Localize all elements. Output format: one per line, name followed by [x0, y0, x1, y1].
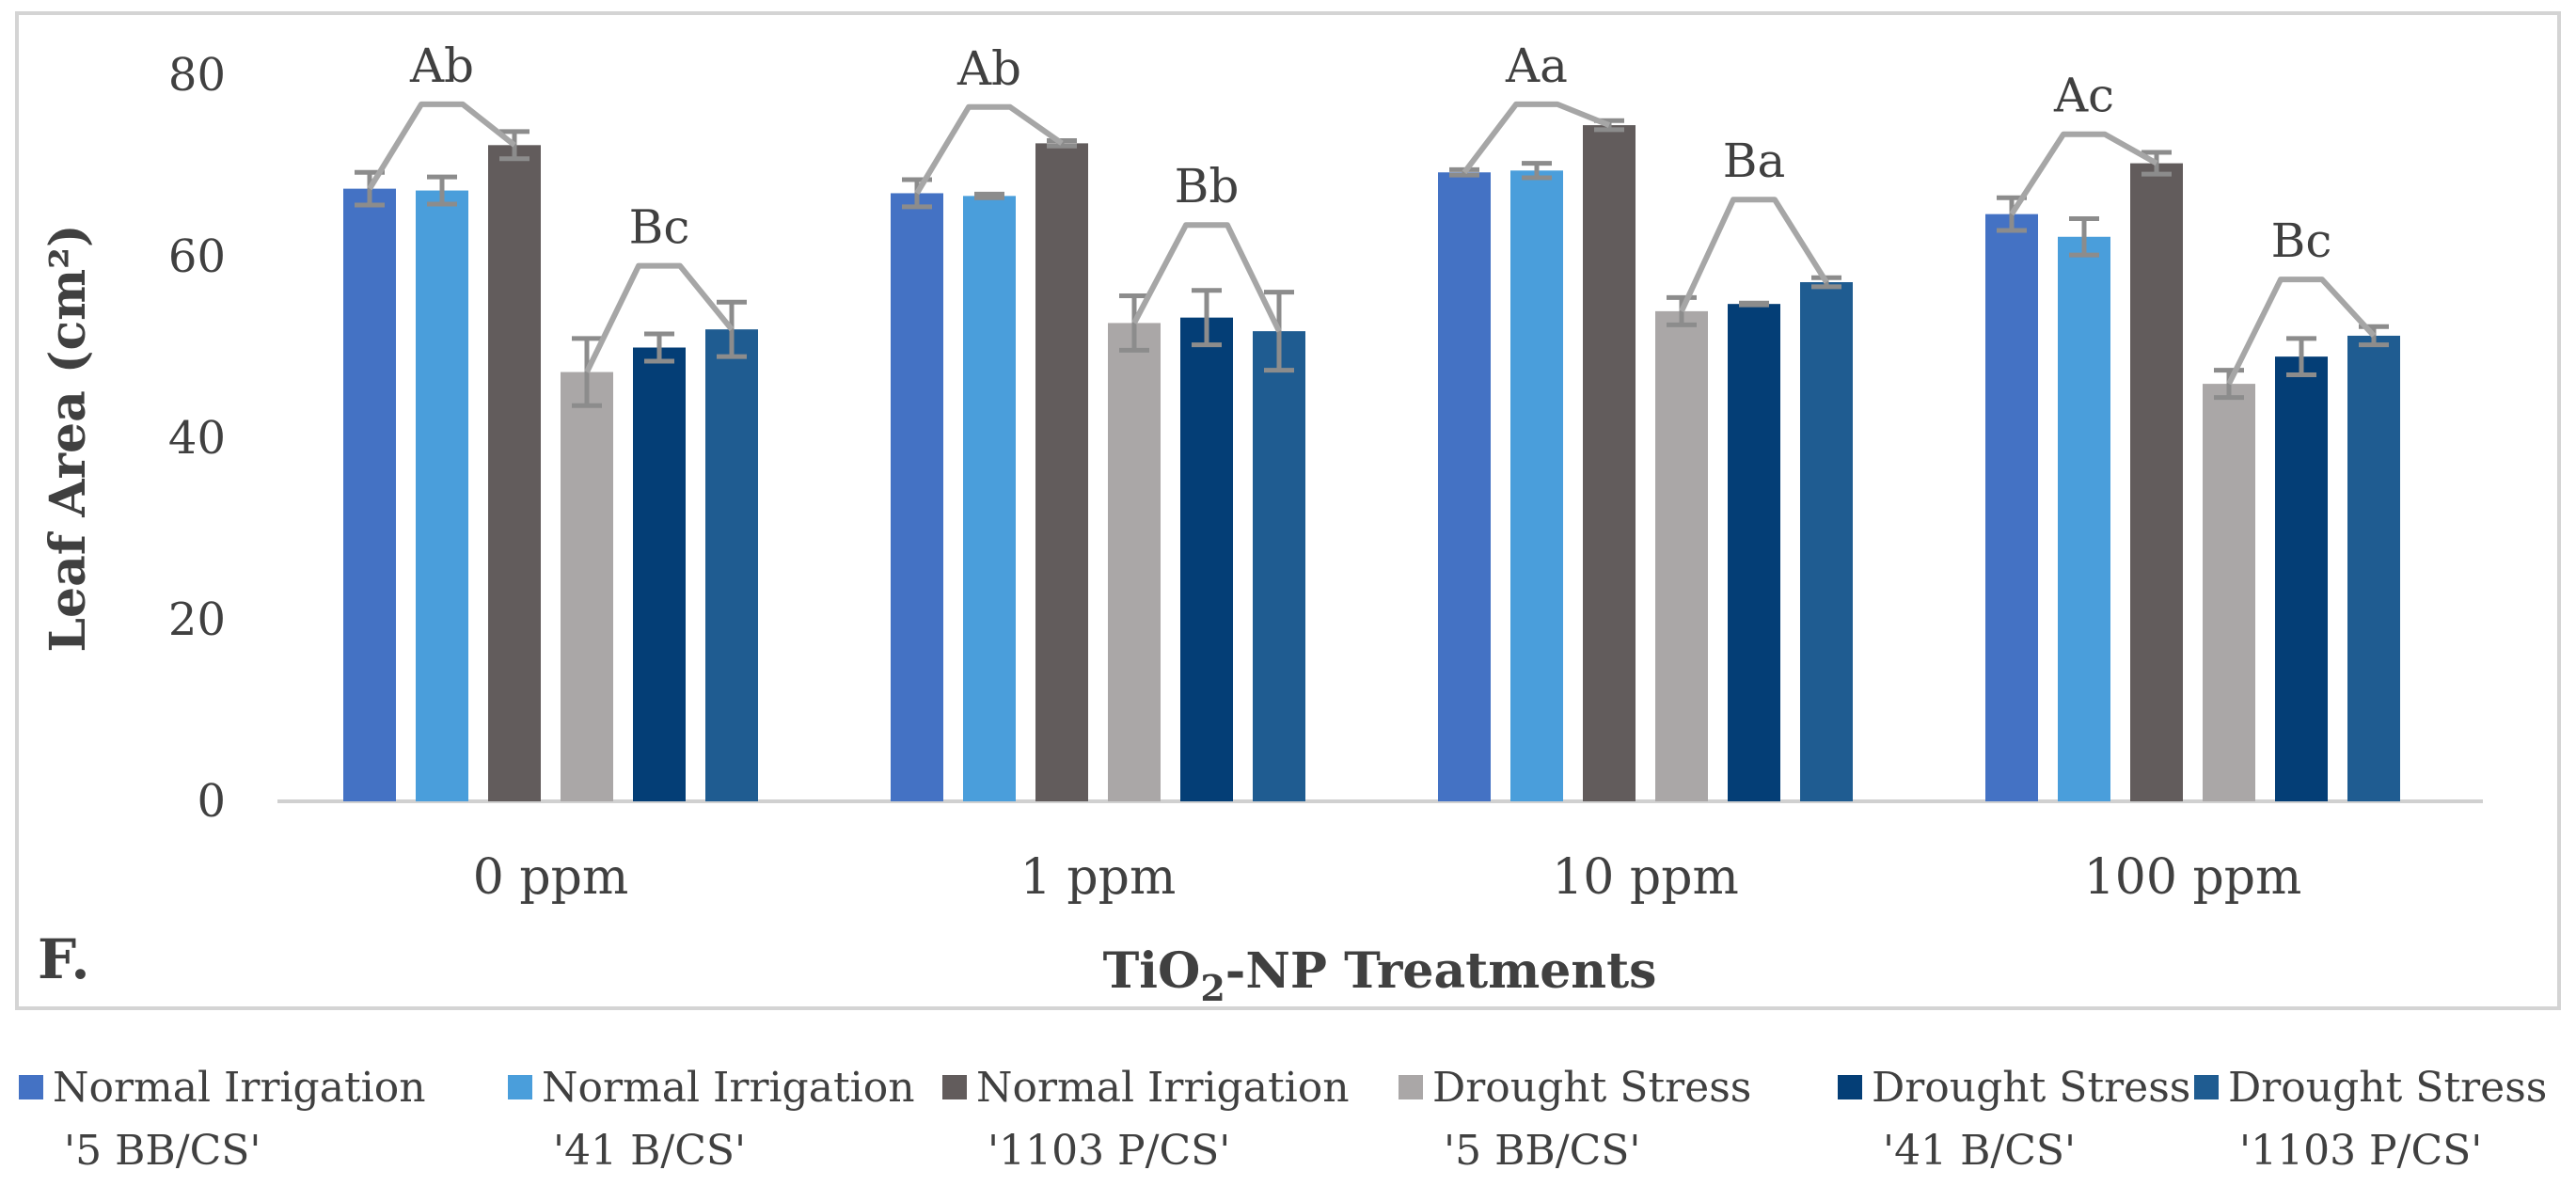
- legend-label: Drought Stress: [2228, 1064, 2547, 1112]
- legend-swatch: [1838, 1075, 1862, 1099]
- error-bar: [1522, 161, 1552, 181]
- legend: Normal Irrigation'5 BB/CS'Normal Irrigat…: [19, 1064, 2547, 1175]
- bar: [2275, 356, 2328, 801]
- bar: [705, 329, 758, 801]
- bar: [2058, 236, 2110, 801]
- bar: [343, 188, 396, 801]
- bar: [1728, 304, 1780, 801]
- y-tick-label: 0: [197, 775, 226, 828]
- legend-label-cultivar: '41 B/CS': [1883, 1127, 2076, 1175]
- panel-label: F.: [38, 927, 90, 991]
- bars: [343, 125, 2400, 802]
- bar: [1655, 310, 1708, 801]
- significance-brackets: [367, 101, 2377, 386]
- legend-label: Normal Irrigation: [53, 1064, 426, 1112]
- significance-letter: Ab: [956, 41, 1021, 96]
- significance-bracket: [2009, 131, 2158, 216]
- error-bar: [1739, 300, 1769, 308]
- bar: [1253, 331, 1305, 801]
- y-axis-title: Leaf Area (cm²): [40, 224, 97, 652]
- bar: [963, 196, 1016, 802]
- bar: [1800, 282, 1853, 801]
- significance-letter: Aa: [1505, 39, 1568, 93]
- bar: [1510, 170, 1563, 801]
- legend-item: Normal Irrigation '41 B/CS': [508, 1064, 915, 1175]
- legend-swatch: [19, 1075, 43, 1099]
- significance-bracket: [1462, 101, 1611, 175]
- significance-letter: Bb: [1175, 159, 1240, 214]
- legend-item: Drought Stress '5 BB/CS': [1399, 1064, 1751, 1175]
- legend-label-cultivar: '41 B/CS': [553, 1127, 746, 1175]
- bar: [416, 190, 468, 801]
- significance-bracket: [2226, 277, 2377, 386]
- significance-bracket: [1679, 197, 1829, 313]
- error-bar: [2069, 215, 2099, 258]
- error-bar: [974, 191, 1004, 200]
- bar: [561, 372, 613, 801]
- legend-label-cultivar: '5 BB/CS': [1444, 1127, 1640, 1175]
- error-bar: [2286, 336, 2316, 377]
- significance-letter: Bc: [629, 200, 690, 255]
- bar: [633, 347, 686, 801]
- x-tick-label: 100 ppm: [2084, 849, 2302, 906]
- bar: [1985, 214, 2038, 801]
- error-bar: [427, 174, 457, 207]
- y-tick-label: 80: [168, 49, 226, 102]
- legend-label-cultivar: '5 BB/CS': [64, 1127, 261, 1175]
- y-tick-label: 60: [168, 230, 226, 283]
- legend-label: Drought Stress: [1872, 1064, 2190, 1112]
- category-labels: 0 ppm 1 ppm 10 ppm 100 ppm: [473, 849, 2302, 906]
- legend-item: Normal Irrigation '5 BB/CS': [19, 1064, 426, 1175]
- y-tick-label: 40: [168, 412, 226, 465]
- x-tick-label: 1 ppm: [1020, 849, 1177, 906]
- bar: [2203, 384, 2255, 801]
- bar: [2347, 335, 2400, 801]
- bar: [1108, 323, 1161, 801]
- bar: [891, 193, 943, 801]
- bar: [1583, 125, 1636, 801]
- x-axis-title: TiO2-NP Treatments: [1103, 942, 1657, 1009]
- bar: [1438, 172, 1491, 801]
- significance-letter: Bc: [2271, 214, 2332, 268]
- legend-swatch: [2194, 1075, 2219, 1099]
- legend-item: Drought Stress '41 B/CS': [1838, 1064, 2190, 1175]
- significance-labels: Ab Bc Ab Bb Aa Ba Ac Bc: [409, 39, 2331, 268]
- error-bar: [644, 331, 674, 364]
- legend-label-cultivar: '1103 P/CS': [2239, 1127, 2482, 1175]
- error-bar: [1192, 288, 1222, 348]
- legend-swatch: [508, 1075, 532, 1099]
- x-tick-label: 0 ppm: [473, 849, 629, 906]
- bar: [2130, 163, 2183, 802]
- significance-bracket: [584, 262, 735, 373]
- legend-label-cultivar: '1103 P/CS': [988, 1127, 1230, 1175]
- legend-item: Normal Irrigation '1103 P/CS': [942, 1064, 1350, 1175]
- significance-bracket: [914, 103, 1064, 195]
- legend-swatch: [942, 1075, 967, 1099]
- significance-letter: Ac: [2053, 69, 2114, 123]
- significance-bracket: [367, 101, 516, 191]
- legend-item: Drought Stress '1103 P/CS': [2194, 1064, 2547, 1175]
- legend-label: Drought Stress: [1432, 1064, 1751, 1112]
- bar: [1035, 143, 1088, 801]
- significance-letter: Ab: [409, 39, 474, 93]
- bar: [488, 145, 541, 801]
- bar: [1180, 317, 1233, 801]
- y-axis-ticks: 0 20 40 60 80: [168, 49, 226, 828]
- legend-label: Normal Irrigation: [976, 1064, 1350, 1112]
- y-tick-label: 20: [168, 593, 226, 646]
- legend-label: Normal Irrigation: [542, 1064, 915, 1112]
- x-tick-label: 10 ppm: [1552, 849, 1739, 906]
- significance-letter: Ba: [1723, 134, 1786, 188]
- significance-bracket: [1131, 222, 1282, 333]
- legend-swatch: [1399, 1075, 1423, 1099]
